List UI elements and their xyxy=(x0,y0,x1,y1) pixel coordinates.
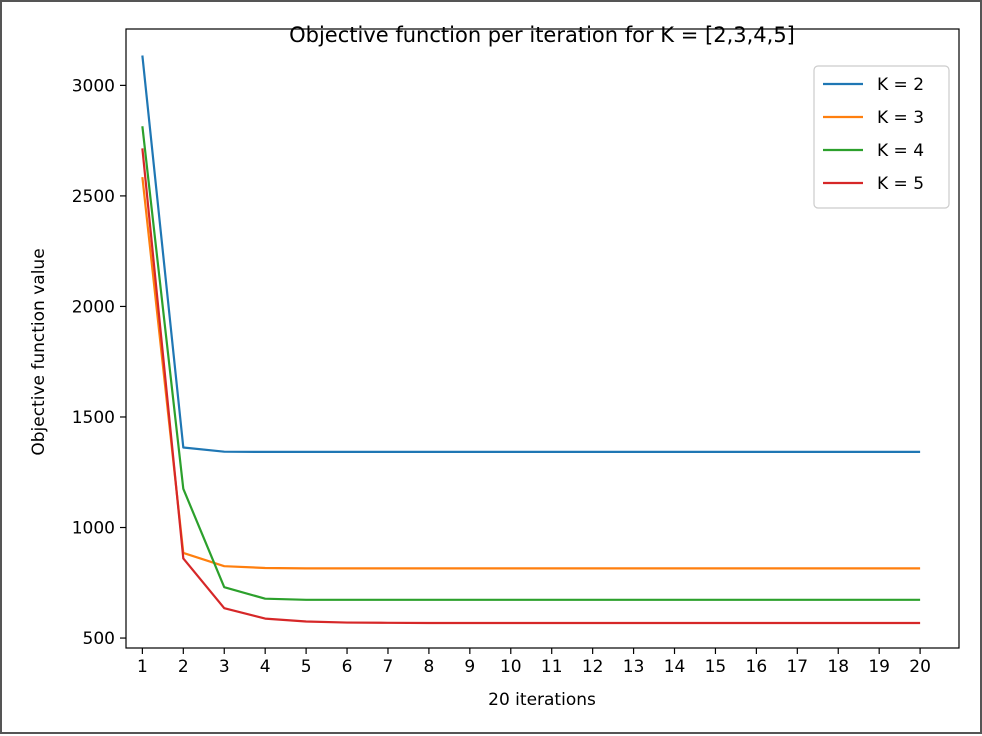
x-tick-label: 10 xyxy=(500,657,522,677)
x-tick-label: 15 xyxy=(705,657,727,677)
x-axis-label: 20 iterations xyxy=(488,690,596,710)
legend-label: K = 5 xyxy=(877,174,924,194)
x-tick-label: 5 xyxy=(301,657,312,677)
y-tick-label: 2500 xyxy=(72,187,115,207)
x-axis-ticks: 1 2 3 4 5 6 7 8 9 10 11 12 13 14 15 16 17 18 19 20 xyxy=(137,648,931,677)
x-tick-label: 3 xyxy=(219,657,230,677)
x-tick-label: 7 xyxy=(383,657,394,677)
legend-box xyxy=(813,65,950,209)
x-tick-label: 6 xyxy=(342,657,353,677)
x-tick-label: 16 xyxy=(746,657,768,677)
x-tick-label: 11 xyxy=(541,657,563,677)
y-tick-label: 2000 xyxy=(72,297,115,317)
x-tick-label: 19 xyxy=(868,657,890,677)
series-lines xyxy=(141,55,921,625)
x-tick-label: 1 xyxy=(137,657,148,677)
x-tick-label: 8 xyxy=(423,657,434,677)
series-line-k5 xyxy=(141,148,921,625)
series-line-k4 xyxy=(141,126,921,601)
legend-label: K = 4 xyxy=(877,141,924,161)
series-line-k3 xyxy=(141,177,921,570)
x-tick-label: 14 xyxy=(664,657,686,677)
y-axis-label: Objective function value xyxy=(29,248,49,455)
x-tick-label: 4 xyxy=(260,657,271,677)
legend: K = 2 K = 3 K = 4 K = 5 xyxy=(813,65,950,209)
y-tick-label: 1000 xyxy=(72,519,115,539)
x-tick-label: 17 xyxy=(786,657,808,677)
series-line-k2 xyxy=(141,55,921,454)
x-tick-label: 12 xyxy=(582,657,604,677)
legend-label: K = 3 xyxy=(877,108,924,128)
y-tick-label: 3000 xyxy=(72,76,115,96)
chart-title: Objective function per iteration for K =… xyxy=(289,23,795,47)
x-tick-label: 20 xyxy=(909,657,931,677)
y-tick-label: 1500 xyxy=(72,408,115,428)
x-tick-label: 9 xyxy=(464,657,475,677)
x-tick-label: 13 xyxy=(623,657,645,677)
y-axis-ticks: 500 1000 1500 2000 2500 3000 xyxy=(72,76,126,649)
x-tick-label: 2 xyxy=(178,657,189,677)
y-tick-label: 500 xyxy=(83,629,115,649)
x-tick-label: 18 xyxy=(827,657,849,677)
legend-label: K = 2 xyxy=(877,75,924,95)
